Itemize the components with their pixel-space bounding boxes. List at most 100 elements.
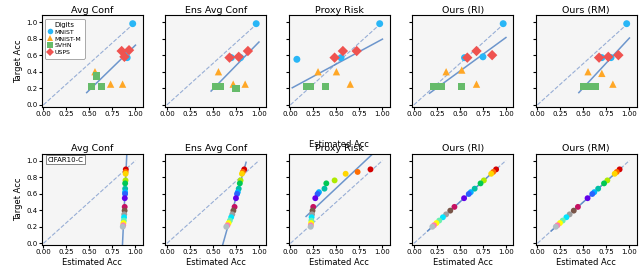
Point xyxy=(457,84,467,89)
Point xyxy=(457,68,467,72)
Point xyxy=(569,208,579,213)
Point xyxy=(353,170,363,174)
X-axis label: Estimated Acc: Estimated Acc xyxy=(556,258,616,267)
Title: Proxy Risk: Proxy Risk xyxy=(315,144,364,153)
Point xyxy=(621,22,632,26)
Point xyxy=(86,84,97,89)
Point xyxy=(472,49,482,53)
Point xyxy=(462,55,472,60)
Point xyxy=(434,218,444,223)
Point xyxy=(118,223,129,228)
Point xyxy=(365,167,376,172)
Point xyxy=(459,196,469,200)
Point xyxy=(119,218,129,223)
Point xyxy=(332,69,342,74)
Title: Avg Conf: Avg Conf xyxy=(71,6,113,15)
Point xyxy=(599,181,609,186)
X-axis label: Estimated Acc: Estimated Acc xyxy=(433,258,493,267)
Point xyxy=(236,178,246,183)
Point xyxy=(596,55,607,60)
Point xyxy=(225,55,235,60)
Point xyxy=(127,22,138,26)
Point xyxy=(116,49,127,53)
Point xyxy=(594,55,604,60)
Point xyxy=(120,186,131,191)
Point xyxy=(226,55,236,60)
Point xyxy=(583,69,593,74)
Point xyxy=(478,55,488,59)
Point xyxy=(121,167,131,172)
Point xyxy=(313,69,323,74)
Point xyxy=(552,223,563,228)
Point xyxy=(466,190,476,194)
Point xyxy=(314,190,324,194)
Point xyxy=(239,167,250,172)
Y-axis label: Target Acc: Target Acc xyxy=(15,178,24,221)
Point xyxy=(237,170,248,174)
Point xyxy=(470,186,480,191)
Point xyxy=(579,84,589,89)
Point xyxy=(476,181,486,186)
Point xyxy=(226,215,236,220)
Point xyxy=(555,221,565,225)
Title: Proxy Risk: Proxy Risk xyxy=(315,6,364,15)
Point xyxy=(225,218,235,223)
Point xyxy=(307,208,317,213)
Point xyxy=(336,55,346,60)
Point xyxy=(488,170,499,174)
Point xyxy=(460,55,470,60)
Point xyxy=(92,74,102,78)
Point xyxy=(118,225,128,229)
Point xyxy=(320,84,330,89)
Point xyxy=(120,205,130,209)
Point xyxy=(236,55,246,60)
Point xyxy=(120,208,130,213)
Point xyxy=(119,212,129,217)
Point xyxy=(573,205,583,209)
Point xyxy=(234,186,244,191)
Point xyxy=(231,196,241,200)
Point xyxy=(305,225,316,229)
Point xyxy=(590,84,600,89)
Point xyxy=(340,172,351,176)
Point xyxy=(306,223,316,228)
Point xyxy=(428,225,438,229)
Text: Estimated Acc: Estimated Acc xyxy=(309,140,369,149)
Text: CIFAR10-C: CIFAR10-C xyxy=(47,157,84,163)
Point xyxy=(306,221,316,225)
Point xyxy=(319,186,330,191)
Title: Ens Avg Conf: Ens Avg Conf xyxy=(184,6,247,15)
Point xyxy=(585,84,595,89)
Point xyxy=(307,215,317,220)
X-axis label: Estimated Acc: Estimated Acc xyxy=(309,258,369,267)
X-axis label: Estimated Acc: Estimated Acc xyxy=(186,258,246,267)
Point xyxy=(119,55,129,59)
Point xyxy=(582,196,593,200)
Point xyxy=(230,205,240,209)
Point xyxy=(227,212,237,217)
Point xyxy=(310,196,321,200)
Point xyxy=(106,82,116,87)
Title: Ours (RM): Ours (RM) xyxy=(563,6,610,15)
Point xyxy=(120,190,130,194)
Point xyxy=(441,69,451,74)
Title: Ens Avg Conf: Ens Avg Conf xyxy=(184,144,247,153)
Point xyxy=(561,215,572,220)
Point xyxy=(321,181,332,186)
Title: Ours (RI): Ours (RI) xyxy=(442,6,484,15)
Title: Ours (RM): Ours (RM) xyxy=(563,144,610,153)
Point xyxy=(308,205,318,209)
Point xyxy=(251,22,261,26)
Point xyxy=(223,221,234,225)
Point xyxy=(120,178,131,183)
Point xyxy=(330,55,340,60)
Point xyxy=(228,208,239,213)
Point xyxy=(441,212,451,217)
Point xyxy=(120,192,130,196)
Point xyxy=(124,48,134,52)
Point xyxy=(118,82,128,87)
Point xyxy=(120,172,131,176)
Point xyxy=(472,82,482,87)
Point xyxy=(211,84,221,89)
Legend: MNIST, MNIST-M, SVHN, USPS: MNIST, MNIST-M, SVHN, USPS xyxy=(45,18,84,59)
